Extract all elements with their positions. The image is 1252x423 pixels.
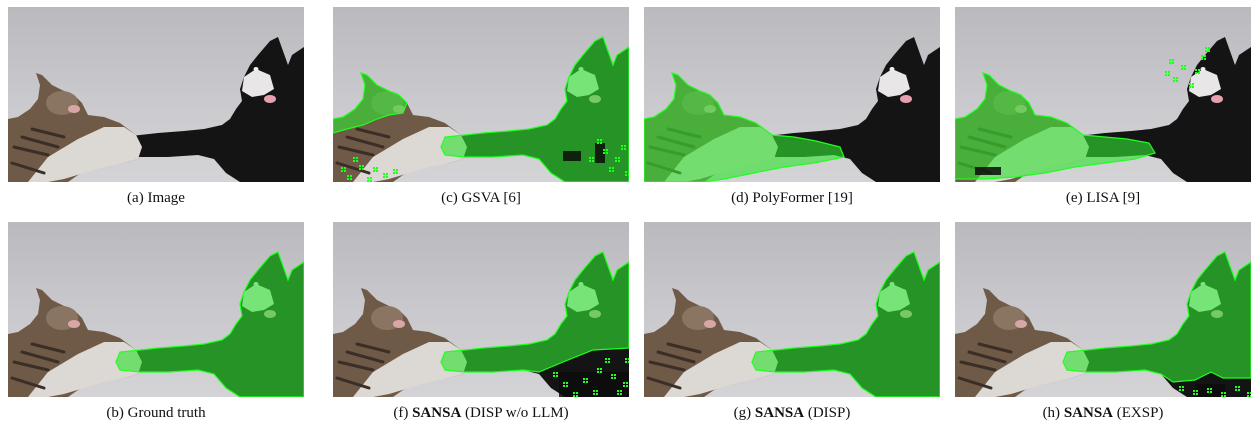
cat-photo-sansa-h-mask bbox=[955, 222, 1251, 397]
caption-prefix: (g) bbox=[733, 405, 755, 421]
cat-photo-lisa-mask bbox=[955, 7, 1251, 182]
caption-method-name: SANSA bbox=[412, 405, 462, 421]
caption-polyformer: (d) PolyFormer [19] bbox=[731, 190, 853, 206]
panel-sansa-disp-wo-llm: (f) SANSA (DISP w/o LLM) bbox=[333, 222, 629, 422]
caption-lisa: (e) LISA [9] bbox=[1065, 190, 1141, 206]
panel-polyformer: (d) PolyFormer [19] bbox=[644, 7, 940, 207]
cat-photo-gt-mask bbox=[8, 222, 304, 397]
caption-sansa-disp: (g) SANSA (DISP) bbox=[644, 405, 940, 422]
caption-variant: (EXSP) bbox=[1113, 405, 1164, 421]
caption-method-name: SANSA bbox=[1063, 405, 1113, 421]
caption-image: (a) Image bbox=[127, 190, 185, 206]
panel-gsva: (c) GSVA [6] bbox=[333, 7, 629, 207]
caption-sansa-disp-wo-llm: (f) SANSA (DISP w/o LLM) bbox=[333, 405, 629, 422]
cat-photo-polyformer-mask bbox=[644, 7, 940, 182]
caption-variant: (DISP w/o LLM) bbox=[461, 405, 569, 421]
caption-method-name: SANSA bbox=[754, 405, 805, 421]
caption-prefix: (h) bbox=[1042, 405, 1064, 421]
cat-photo bbox=[8, 7, 304, 182]
cat-photo-gsva-mask bbox=[333, 7, 629, 182]
panel-lisa: (e) LISA [9] bbox=[955, 7, 1251, 207]
panel-sansa-disp: (g) SANSA (DISP) bbox=[644, 222, 940, 422]
panel-ground-truth: (b) Ground truth bbox=[8, 222, 304, 422]
caption-sansa-exsp: (h) SANSA (EXSP) bbox=[955, 405, 1251, 422]
cat-photo-sansa-g-mask bbox=[644, 222, 940, 397]
caption-ground-truth: (b) Ground truth bbox=[106, 405, 206, 421]
cat-photo-sansa-f-mask bbox=[333, 222, 629, 397]
panel-sansa-exsp: (h) SANSA (EXSP) bbox=[955, 222, 1251, 422]
caption-gsva: (c) GSVA [6] bbox=[441, 190, 521, 206]
panel-image: (a) Image bbox=[8, 7, 304, 207]
caption-variant: (DISP) bbox=[804, 405, 851, 421]
caption-prefix: (f) bbox=[393, 405, 413, 421]
